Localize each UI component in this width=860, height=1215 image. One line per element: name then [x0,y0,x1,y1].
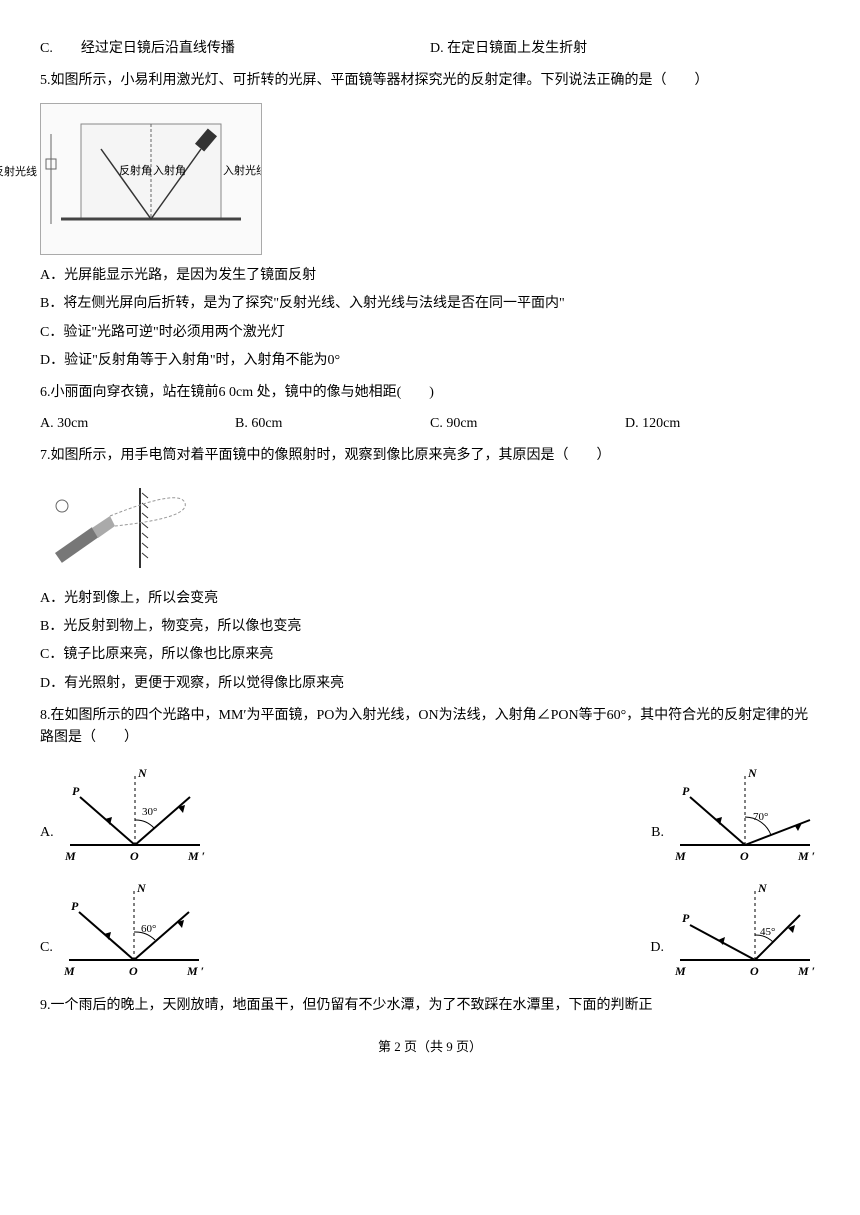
q6-c: C. 90cm [430,413,625,435]
q8-label-d: D. [650,937,664,959]
question-8: 8.在如图所示的四个光路中，MM′为平面镜，PO为入射光线，ON为法线，入射角∠… [40,705,820,980]
svg-text:M: M [674,849,686,863]
q7-d: D．有光照射，更便于观察，所以觉得像比原来亮 [40,673,820,695]
svg-text:入射角: 入射角 [153,163,186,177]
q6-options: A. 30cm B. 60cm C. 90cm D. 120cm [40,413,820,435]
q7-a: A．光射到像上，所以会变亮 [40,588,820,610]
svg-text:N: N [747,766,758,780]
option-c: C. 经过定日镜后沿直线传播 [40,38,430,60]
svg-text:入射光线: 入射光线 [223,163,261,177]
question-6: 6.小丽面向穿衣镜，站在镜前6 0cm 处，镜中的像与她相距( ) A. 30c… [40,382,820,435]
q5-c: C．验证"光路可逆"时必须用两个激光灯 [40,322,820,344]
q7-stem: 7.如图所示，用手电筒对着平面镜中的像照射时，观察到像比原来亮多了，其原因是（ … [40,445,820,467]
q8-row2: C. 60° P N M O M ′ D. [40,880,820,980]
svg-text:P: P [682,784,690,798]
svg-text:反射角: 反射角 [119,163,152,177]
q5-b: B．将左侧光屏向后折转，是为了探究"反射光线、入射光线与法线是否在同一平面内" [40,293,820,315]
svg-text:60°: 60° [141,923,156,935]
q5-fig-left-label: 反射光线 [0,164,37,182]
q5-stem: 5.如图所示，小易利用激光灯、可折转的光屏、平面镜等器材探究光的反射定律。下列说… [40,70,820,92]
q8-diag-a: A. 30° P N M O M ′ [40,765,210,865]
q8-label-a: A. [40,822,54,844]
q6-stem: 6.小丽面向穿衣镜，站在镜前6 0cm 处，镜中的像与她相距( ) [40,382,820,404]
svg-text:O: O [130,849,139,863]
svg-text:O: O [750,964,759,978]
q5-a: A．光屏能显示光路，是因为发生了镜面反射 [40,265,820,287]
svg-text:N: N [137,766,148,780]
svg-text:P: P [72,784,80,798]
q7-figure [40,478,220,578]
q6-d: D. 120cm [625,413,820,435]
svg-text:M: M [674,964,686,978]
svg-text:30°: 30° [142,806,157,818]
q8-diag-c: C. 60° P N M O M ′ [40,880,209,980]
q8-label-c: C. [40,937,53,959]
q7-options: A．光射到像上，所以会变亮 B．光反射到物上，物变亮，所以像也变亮 C．镜子比原… [40,588,820,696]
svg-text:N: N [757,881,768,895]
svg-text:P: P [71,899,79,913]
question-5: 5.如图所示，小易利用激光灯、可折转的光屏、平面镜等器材探究光的反射定律。下列说… [40,70,820,372]
question-9: 9.一个雨后的晚上，天刚放晴，地面虽干，但仍留有不少水潭，为了不致踩在水潭里，下… [40,995,820,1017]
svg-text:M ′: M ′ [186,964,204,978]
question-7: 7.如图所示，用手电筒对着平面镜中的像照射时，观察到像比原来亮多了，其原因是（ … [40,445,820,695]
q8-diag-d: D. 45° P N M O M ′ [650,880,820,980]
page-footer: 第 2 页（共 9 页） [40,1037,820,1058]
q9-stem: 9.一个雨后的晚上，天刚放晴，地面虽干，但仍留有不少水潭，为了不致踩在水潭里，下… [40,995,820,1017]
svg-text:70°: 70° [753,811,768,823]
q7-b: B．光反射到物上，物变亮，所以像也变亮 [40,616,820,638]
svg-text:O: O [740,849,749,863]
svg-text:O: O [129,964,138,978]
svg-text:M ′: M ′ [187,849,205,863]
svg-text:45°: 45° [760,926,775,938]
option-d: D. 在定日镜面上发生折射 [430,38,820,60]
svg-text:M: M [64,849,76,863]
q8-stem: 8.在如图所示的四个光路中，MM′为平面镜，PO为入射光线，ON为法线，入射角∠… [40,705,820,750]
q8-diag-b: B. 70° P N M O M ′ [651,765,820,865]
svg-text:M ′: M ′ [797,964,815,978]
q5-options: A．光屏能显示光路，是因为发生了镜面反射 B．将左侧光屏向后折转，是为了探究"反… [40,265,820,373]
svg-text:M ′: M ′ [797,849,815,863]
svg-text:P: P [682,911,690,925]
q6-b: B. 60cm [235,413,430,435]
prev-options: C. 经过定日镜后沿直线传播 D. 在定日镜面上发生折射 [40,38,820,60]
q5-figure: 反射角 入射角 入射光线 反射光线 [40,103,262,255]
q8-label-b: B. [651,822,664,844]
q5-d: D．验证"反射角等于入射角"时，入射角不能为0° [40,350,820,372]
svg-text:N: N [136,881,147,895]
q6-a: A. 30cm [40,413,235,435]
svg-text:M: M [63,964,75,978]
q7-c: C．镜子比原来亮，所以像也比原来亮 [40,644,820,666]
q8-row1: A. 30° P N M O M ′ B. [40,765,820,865]
